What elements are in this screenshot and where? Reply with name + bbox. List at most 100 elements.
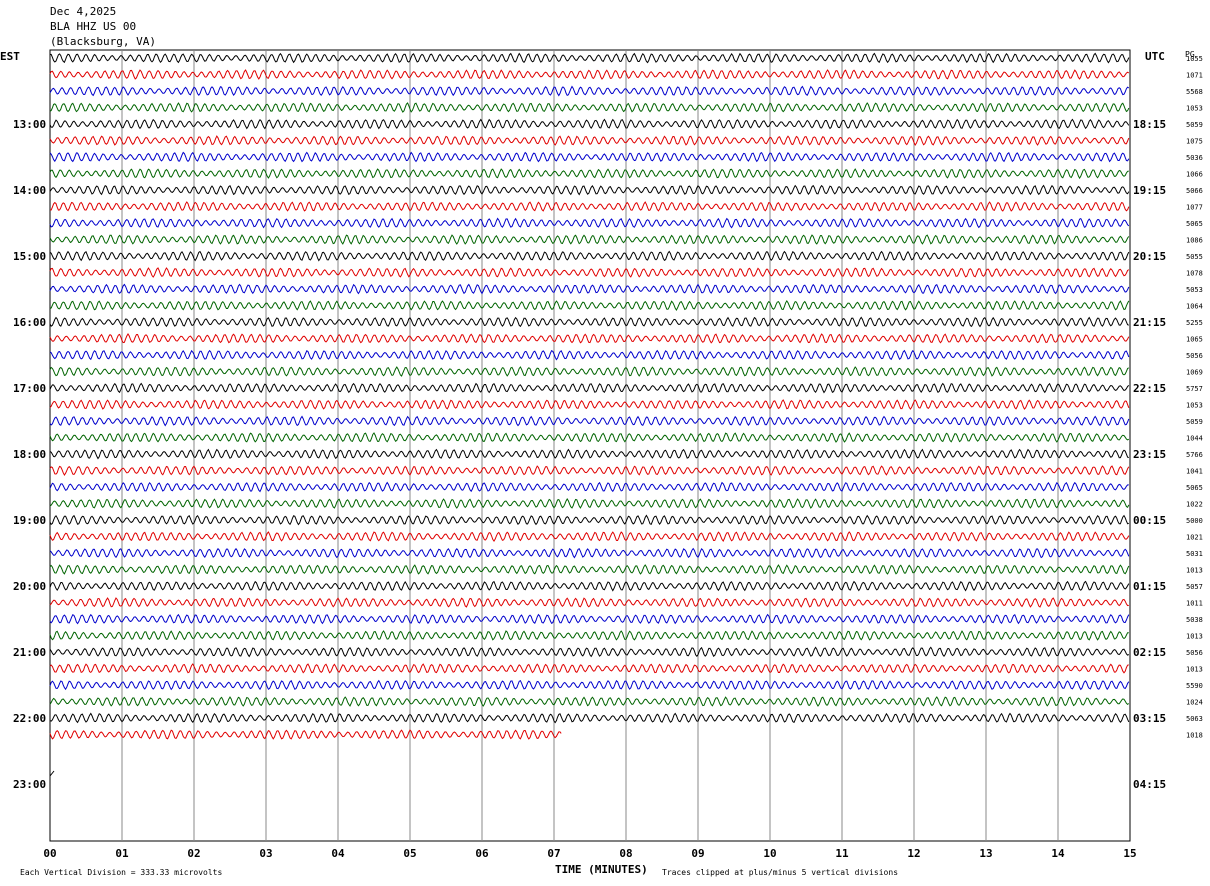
right-hour-label: 22:15 xyxy=(1133,382,1166,395)
seismic-trace xyxy=(49,679,1130,691)
seismic-trace xyxy=(49,85,1130,97)
x-tick-label: 11 xyxy=(835,847,849,860)
x-tick-label: 07 xyxy=(547,847,560,860)
x-tick-label: 05 xyxy=(403,847,416,860)
seismic-trace xyxy=(50,201,1130,212)
clipping-note: Traces clipped at plus/minus 5 vertical … xyxy=(662,868,899,877)
seismic-trace xyxy=(49,399,1130,410)
trace-value-label: 1044 xyxy=(1186,435,1203,443)
trace-value-label: 5000 xyxy=(1186,517,1203,525)
trace-value-label: 1075 xyxy=(1186,138,1203,146)
left-hour-label: 17:00 xyxy=(13,382,46,395)
seismic-trace xyxy=(49,597,1129,608)
seismic-trace xyxy=(49,531,1130,543)
x-tick-label: 12 xyxy=(907,847,920,860)
seismic-trace xyxy=(49,547,1130,559)
seismic-trace xyxy=(49,316,1129,328)
seismic-trace xyxy=(49,69,1130,80)
seismic-trace xyxy=(49,729,562,740)
seismic-trace xyxy=(49,217,1130,229)
trace-value-label: 5031 xyxy=(1186,550,1203,558)
right-hour-label: 02:15 xyxy=(1133,646,1166,659)
right-hour-label: 20:15 xyxy=(1133,250,1166,263)
trace-value-label: 1065 xyxy=(1186,336,1203,344)
seismic-trace xyxy=(49,448,1129,460)
x-tick-label: 00 xyxy=(43,847,56,860)
seismic-trace xyxy=(49,168,1129,180)
trace-value-label: 5255 xyxy=(1186,319,1203,327)
seismic-trace xyxy=(49,580,1130,592)
x-tick-label: 10 xyxy=(763,847,776,860)
right-hour-label: 21:15 xyxy=(1133,316,1166,329)
trace-value-label: 1071 xyxy=(1186,72,1203,80)
right-hour-label: 19:15 xyxy=(1133,184,1166,197)
left-hour-label: 13:00 xyxy=(13,118,46,131)
left-hour-label: 18:00 xyxy=(13,448,46,461)
seismic-trace xyxy=(49,52,1130,64)
seismic-trace xyxy=(49,564,1130,575)
pg-column-label: PG xyxy=(1185,50,1195,59)
trace-value-label: 1055 xyxy=(1186,55,1203,63)
trace-value-label: 5038 xyxy=(1186,616,1203,624)
right-hour-label: 00:15 xyxy=(1133,514,1166,527)
x-tick-label: 02 xyxy=(187,847,200,860)
trace-value-label: 1053 xyxy=(1186,402,1203,410)
right-hour-label: 04:15 xyxy=(1133,778,1166,791)
seismic-trace xyxy=(49,333,1130,344)
trace-value-label: 5053 xyxy=(1186,286,1203,294)
trace-value-label: 5056 xyxy=(1186,352,1203,360)
seismic-trace xyxy=(49,349,1130,361)
left-hour-label: 14:00 xyxy=(13,184,46,197)
seismic-trace xyxy=(49,299,1130,311)
seismic-trace xyxy=(49,498,1130,509)
next-trace-marker xyxy=(49,770,55,777)
trace-value-label: 1077 xyxy=(1186,204,1203,212)
x-tick-label: 13 xyxy=(979,847,992,860)
seismic-trace xyxy=(49,696,1130,707)
trace-value-label: 1078 xyxy=(1186,270,1203,278)
x-tick-label: 15 xyxy=(1123,847,1136,860)
vertical-division-note: Each Vertical Division = 333.33 microvol… xyxy=(20,868,223,877)
trace-value-label: 1053 xyxy=(1186,105,1203,113)
trace-value-label: 5590 xyxy=(1186,682,1203,690)
left-hour-label: 21:00 xyxy=(13,646,46,659)
trace-value-label: 5057 xyxy=(1186,583,1203,591)
left-timezone-label: EST xyxy=(0,50,20,63)
right-timezone-label: UTC xyxy=(1145,50,1165,63)
right-hour-label: 01:15 xyxy=(1133,580,1166,593)
trace-value-label: 1018 xyxy=(1186,732,1203,740)
right-hour-label: 03:15 xyxy=(1133,712,1166,725)
x-axis-label: TIME (MINUTES) xyxy=(555,863,648,876)
seismic-trace xyxy=(49,646,1130,658)
trace-value-label: 5757 xyxy=(1186,385,1203,393)
station-code: BLA HHZ US 00 xyxy=(50,20,137,33)
trace-value-label: 5066 xyxy=(1186,187,1203,195)
trace-value-label: 1022 xyxy=(1186,501,1203,509)
trace-value-label: 5065 xyxy=(1186,220,1203,228)
seismic-trace xyxy=(49,184,1130,196)
left-hour-label: 15:00 xyxy=(13,250,46,263)
seismic-trace xyxy=(49,613,1130,625)
left-hour-label: 20:00 xyxy=(13,580,46,593)
x-tick-label: 01 xyxy=(115,847,129,860)
trace-value-label: 5766 xyxy=(1186,451,1203,459)
plot-date: Dec 4,2025 xyxy=(50,5,117,18)
seismic-trace xyxy=(49,267,1130,278)
left-hour-label: 22:00 xyxy=(13,712,46,725)
right-hour-label: 23:15 xyxy=(1133,448,1166,461)
x-tick-label: 09 xyxy=(691,847,704,860)
x-tick-label: 03 xyxy=(259,847,272,860)
left-hour-label: 16:00 xyxy=(13,316,46,329)
left-hour-label: 23:00 xyxy=(13,778,46,791)
trace-value-label: 1066 xyxy=(1186,171,1203,179)
seismic-trace xyxy=(49,712,1130,724)
trace-value-label: 1013 xyxy=(1186,666,1203,674)
right-hour-label: 18:15 xyxy=(1133,118,1166,131)
trace-value-label: 5065 xyxy=(1186,484,1203,492)
seismic-trace xyxy=(49,366,1130,377)
trace-value-label: 1041 xyxy=(1186,468,1203,476)
x-tick-label: 06 xyxy=(475,847,489,860)
seismic-trace xyxy=(49,663,1129,674)
seismic-trace xyxy=(49,151,1130,163)
